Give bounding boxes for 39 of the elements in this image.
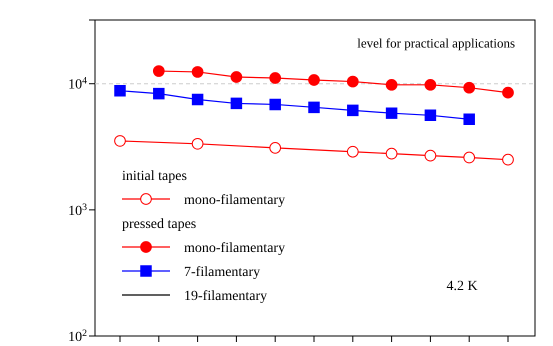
point: [269, 142, 282, 154]
ref-line-label: level for practical applications: [357, 36, 515, 51]
legend-label: 19-filamentary: [184, 289, 268, 304]
point: [192, 66, 204, 78]
annotation: 4.2 K: [446, 279, 478, 294]
y-tick-label: 10$^{4}$: [68, 75, 88, 93]
legend-label: 7-filamentary: [184, 265, 260, 280]
point: [424, 110, 436, 122]
point: [424, 150, 436, 162]
point: [308, 74, 320, 86]
point: [114, 84, 126, 96]
point: [114, 135, 126, 147]
annotation: initial tapes: [122, 169, 187, 184]
point: [269, 98, 281, 110]
point: [308, 102, 320, 114]
point: [502, 154, 514, 166]
point: [424, 78, 436, 91]
point: [347, 104, 359, 116]
point: [346, 146, 359, 158]
point: [386, 148, 398, 160]
point: [230, 71, 242, 83]
point: [192, 94, 204, 106]
point: [463, 152, 476, 164]
legend-label: mono-filamentary: [184, 193, 286, 208]
point: [502, 86, 514, 98]
point: [463, 113, 475, 125]
annotation: pressed tapes: [122, 217, 196, 232]
point: [230, 98, 242, 110]
legend-label: mono-filamentary: [184, 241, 286, 256]
point: [192, 138, 204, 150]
y-tick-label: 10$^{2}$: [68, 327, 88, 345]
point: [386, 107, 398, 119]
point: [153, 88, 165, 100]
point: [463, 82, 476, 94]
point: [269, 72, 282, 84]
y-tick-label: 10$^{3}$: [68, 201, 88, 219]
point: [152, 65, 165, 77]
point: [346, 76, 359, 88]
point: [386, 78, 398, 91]
